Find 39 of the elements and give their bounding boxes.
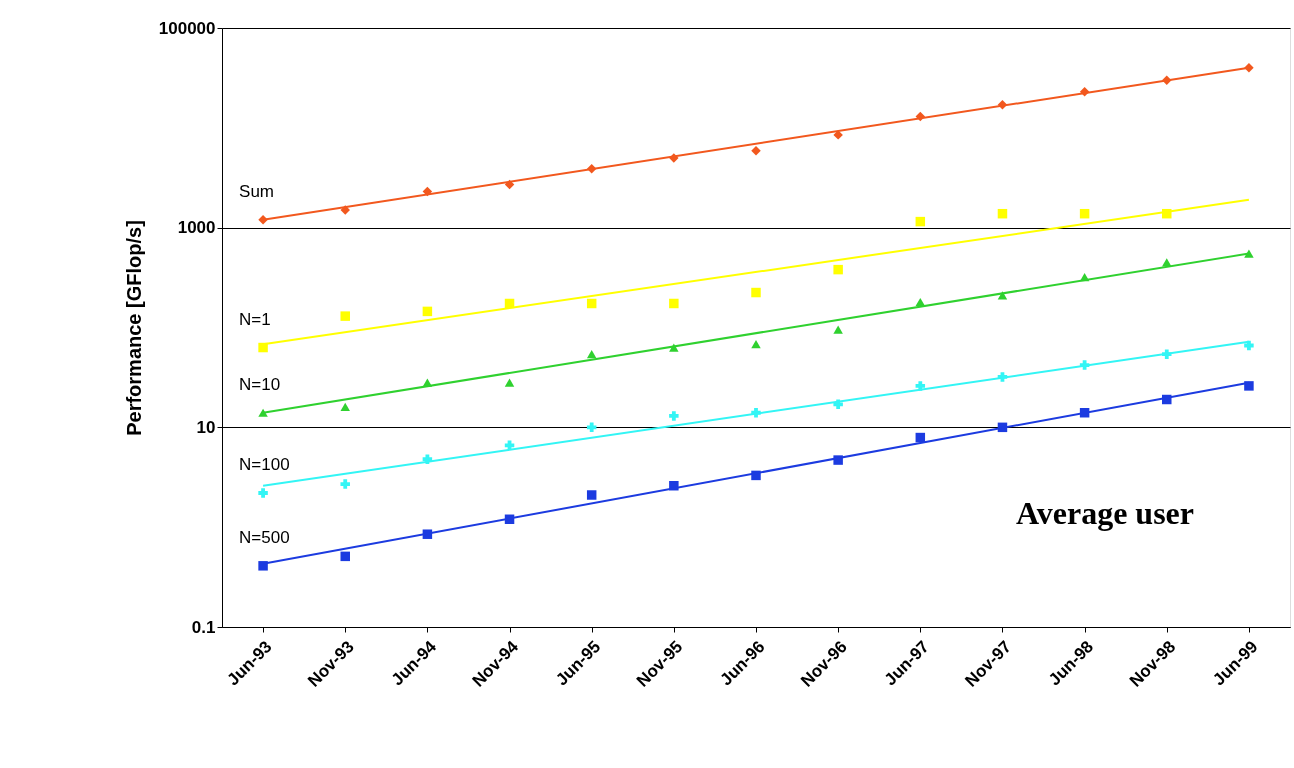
y-tick-label: 100000 <box>158 18 216 38</box>
point <box>1244 249 1254 258</box>
point <box>340 551 350 562</box>
y-axis-title: Performance [GFlop/s] <box>122 220 145 436</box>
series-label: N=500 <box>239 527 290 547</box>
point <box>915 381 926 391</box>
y-tick-label: 0.1 <box>191 617 216 637</box>
point <box>669 298 679 309</box>
point <box>586 490 597 500</box>
point <box>751 145 761 156</box>
series-label: N=10 <box>239 374 281 394</box>
point <box>586 422 597 433</box>
point <box>340 479 350 489</box>
point <box>833 130 843 140</box>
y-tick-label: 1000 <box>177 218 216 238</box>
point <box>340 402 350 412</box>
y-tick-label: 10 <box>196 417 216 437</box>
point <box>422 306 433 317</box>
point <box>669 411 679 421</box>
point <box>833 325 843 334</box>
series-label: N=1 <box>239 309 271 329</box>
point <box>997 208 1008 219</box>
series-label: Sum <box>239 181 275 201</box>
point <box>915 297 926 307</box>
point <box>340 311 350 321</box>
series-label: N=100 <box>239 454 290 474</box>
point <box>751 340 761 349</box>
point <box>504 378 515 387</box>
point <box>1079 208 1090 219</box>
point <box>833 264 843 275</box>
point <box>1244 381 1254 391</box>
point <box>586 298 597 309</box>
point <box>258 488 268 498</box>
annotation: Average user <box>1016 495 1194 531</box>
point <box>258 561 268 571</box>
point <box>258 408 268 417</box>
point <box>586 350 597 359</box>
point <box>915 216 926 227</box>
point <box>751 287 761 298</box>
